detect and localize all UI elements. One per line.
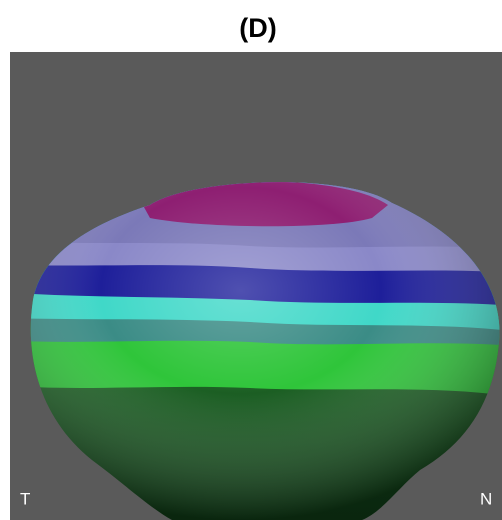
page: (D) T N (() => { const data = JSON.parse… bbox=[0, 0, 502, 520]
left-label: T bbox=[20, 489, 30, 508]
figure: (D) T N bbox=[0, 0, 502, 520]
right-label: N bbox=[480, 489, 492, 508]
panel-title: (D) bbox=[239, 13, 276, 43]
